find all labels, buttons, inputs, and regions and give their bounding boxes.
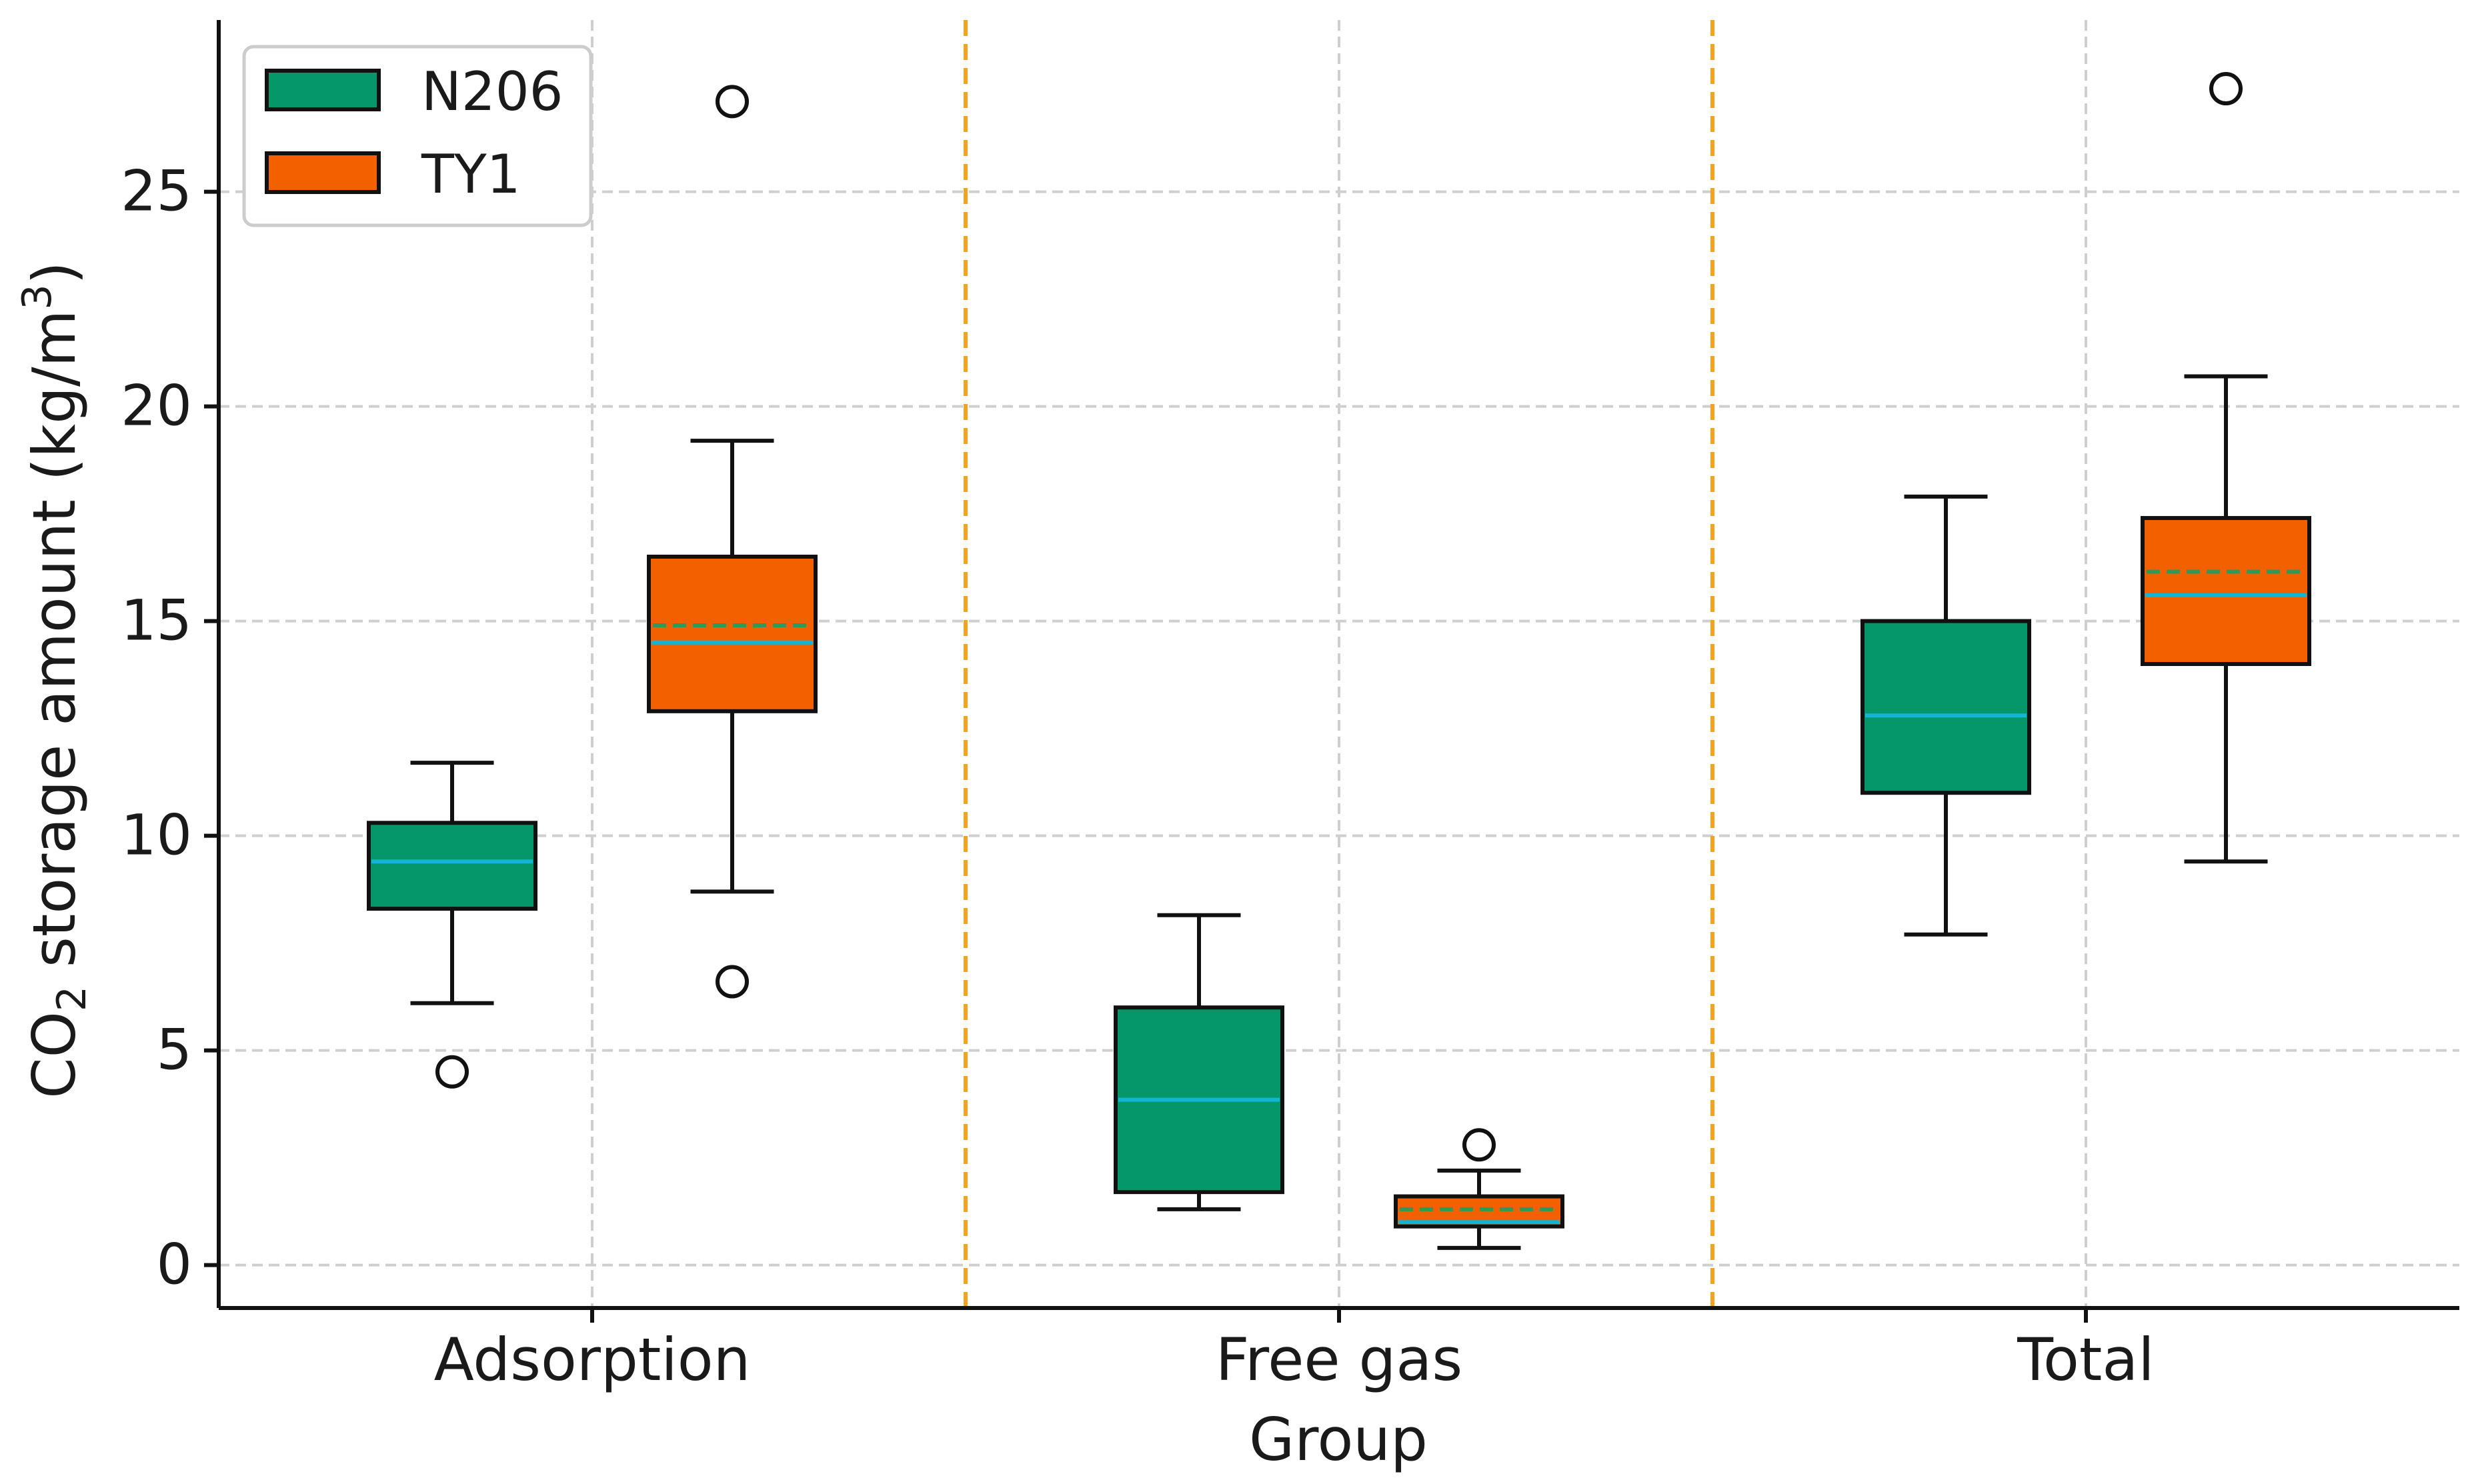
y-tick-label: 15: [121, 588, 192, 653]
legend-swatch-n206: [265, 69, 381, 111]
y-axis-label: CO2 storage amount (kg/m3): [14, 261, 95, 1099]
y-label-suffix: ): [20, 261, 89, 284]
legend: N206 TY1: [242, 45, 593, 227]
y-label-middle: storage amount (kg/m: [20, 310, 89, 986]
ty1-total-outlier: [2209, 72, 2243, 106]
box-layer: [367, 72, 2311, 1250]
ty1-total-box: [2141, 516, 2311, 666]
ty1-free-gas-outlier: [1462, 1128, 1496, 1162]
x-axis-label: Group: [1249, 1405, 1428, 1474]
n206-adsorption-box: [367, 821, 537, 911]
y-label-prefix: CO: [20, 1011, 89, 1099]
x-tick-label: Adsorption: [434, 1325, 751, 1394]
n206-total-box: [1861, 619, 2031, 795]
y-tick-label: 20: [121, 373, 192, 439]
legend-label-ty1: TY1: [421, 143, 521, 205]
axis-layer: 0 5 10 15 20 25 Adsorption Free gas Total: [121, 20, 2459, 1394]
x-tick-label: Free gas: [1216, 1325, 1462, 1394]
x-tick-label: Total: [2017, 1325, 2155, 1394]
y-label-superscript: 3: [14, 284, 61, 309]
n206-adsorption-outlier: [435, 1055, 469, 1089]
y-tick-label: 0: [157, 1232, 192, 1297]
legend-swatch-ty1: [265, 151, 381, 194]
y-tick-label: 10: [121, 803, 192, 868]
y-label-subscript: 2: [49, 986, 95, 1011]
ty1-adsorption-outlier: [716, 965, 749, 999]
y-tick-label: 25: [121, 159, 192, 224]
legend-label-n206: N206: [421, 61, 563, 123]
ty1-adsorption-box: [647, 555, 818, 713]
ty1-adsorption-outlier: [716, 85, 749, 119]
y-tick-label: 5: [157, 1017, 192, 1083]
